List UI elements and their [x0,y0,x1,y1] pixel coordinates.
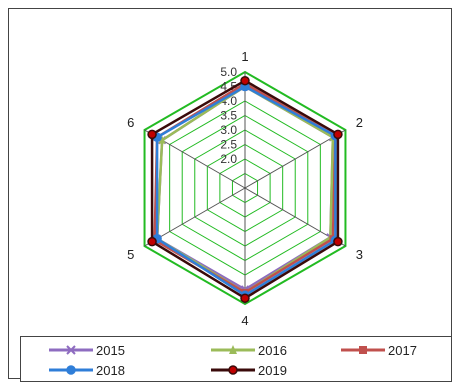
axis-spoke [144,187,246,247]
axis-label: 1 [241,49,248,64]
r-tick-label: 3.0 [220,123,237,137]
legend-swatch [49,345,93,355]
axis-spoke [244,129,346,189]
r-tick-label: 2.0 [220,152,237,166]
legend-item: 2016 [211,341,287,359]
series-layer [147,75,343,303]
chart-frame [8,8,452,379]
legend: 2015 2016 2017 2018 2019 [20,336,452,382]
legend-item: 2019 [211,361,287,379]
legend-label: 2015 [96,342,125,358]
data-point [147,129,157,140]
legend-swatch [49,365,93,375]
series-2019 [147,75,343,303]
legend-item: 2018 [49,361,125,379]
data-point [147,236,157,247]
legend-label: 2016 [258,342,287,358]
radar-grid [143,70,347,306]
legend-item: 2015 [49,341,125,359]
data-point [240,75,250,86]
legend-swatch [211,345,255,354]
axis-label: 6 [127,115,134,130]
legend-swatch [211,365,255,375]
data-point [333,129,343,140]
axis-label: 2 [356,115,363,130]
r-tick-label: 3.5 [220,109,237,123]
legend-label: 2019 [258,362,287,378]
r-tick-label: 2.5 [220,138,237,152]
legend-swatch [341,346,385,354]
legend-item: 2017 [341,341,417,359]
legend-label: 2018 [96,362,125,378]
data-point [240,293,250,303]
axis-label: 4 [241,313,248,328]
data-point [158,135,166,144]
data-point [333,236,343,247]
radial-tick-labels: 2.02.53.03.54.04.55.0 [220,65,237,166]
axis-label: 3 [356,247,363,262]
axis-label: 5 [127,247,134,262]
r-tick-label: 5.0 [220,65,237,79]
axis-labels: 1 2 3 4 5 6 [127,49,363,328]
legend-label: 2017 [388,342,417,358]
